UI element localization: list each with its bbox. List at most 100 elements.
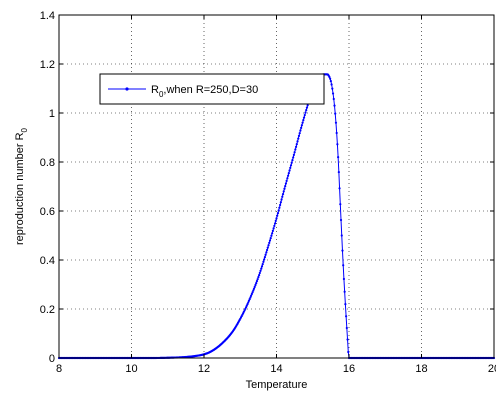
series-marker bbox=[343, 290, 346, 293]
series-marker bbox=[306, 104, 309, 107]
series-marker bbox=[289, 164, 293, 167]
series-marker bbox=[268, 241, 271, 244]
y-tick-label: 0.6 bbox=[40, 206, 55, 218]
series-marker bbox=[257, 276, 260, 279]
series-marker bbox=[259, 269, 262, 272]
legend-label-subscript: 0 bbox=[159, 90, 164, 99]
series-marker bbox=[347, 350, 350, 354]
series-marker bbox=[333, 104, 336, 107]
series-marker bbox=[305, 108, 308, 112]
series-marker bbox=[344, 303, 347, 306]
y-tick-label: 0 bbox=[49, 353, 55, 365]
series-marker bbox=[280, 198, 283, 201]
legend-marker bbox=[125, 87, 129, 91]
series-marker bbox=[263, 258, 266, 261]
series-marker bbox=[256, 278, 259, 281]
legend: R0,when R=250,D=30 bbox=[99, 73, 325, 105]
y-tick-label: 0.2 bbox=[40, 304, 55, 316]
y-axis-title-main: reproduction number R bbox=[14, 132, 26, 245]
series-marker bbox=[282, 190, 285, 193]
axis-ticks: 8 10 12 14 16 18 20 0 0.2 0.4 0.6 0.8 1 1.2 1.4 bbox=[40, 10, 496, 375]
y-tick-label: 1 bbox=[49, 108, 55, 120]
legend-label-rest: ,when R=250,D=30 bbox=[163, 84, 258, 96]
series-marker bbox=[272, 227, 275, 230]
series-marker bbox=[346, 338, 349, 341]
series-marker bbox=[289, 166, 292, 170]
series-marker bbox=[302, 119, 305, 122]
legend-label: R0,when R=250,D=30 bbox=[151, 84, 258, 99]
series-marker bbox=[265, 248, 269, 252]
series-marker bbox=[334, 121, 338, 124]
series-marker bbox=[302, 116, 306, 119]
y-tick-label: 1.2 bbox=[40, 59, 55, 71]
series-marker bbox=[281, 192, 285, 196]
series-marker bbox=[330, 83, 333, 86]
series-marker bbox=[345, 326, 348, 330]
series-marker bbox=[252, 289, 255, 292]
series-marker bbox=[332, 97, 335, 101]
series-marker bbox=[271, 232, 274, 235]
series-marker bbox=[290, 161, 293, 164]
series-marker bbox=[267, 244, 270, 247]
series-marker bbox=[271, 229, 274, 232]
series-marker bbox=[300, 124, 303, 127]
series-marker bbox=[335, 131, 338, 135]
series-marker bbox=[292, 153, 295, 156]
series-marker bbox=[331, 87, 334, 90]
series-marker bbox=[283, 187, 286, 190]
series-marker bbox=[295, 143, 298, 146]
series-marker bbox=[294, 148, 297, 151]
series-marker bbox=[248, 298, 251, 301]
series-marker bbox=[339, 218, 343, 222]
series-marker bbox=[269, 236, 272, 240]
series-marker bbox=[286, 177, 289, 180]
series-marker bbox=[255, 281, 258, 285]
x-tick-label: 8 bbox=[56, 363, 62, 375]
y-tick-label: 1.4 bbox=[40, 10, 55, 22]
series-marker bbox=[276, 214, 279, 217]
series-marker bbox=[281, 195, 284, 198]
x-axis-title: Temperature bbox=[246, 379, 308, 391]
series-marker bbox=[266, 246, 269, 249]
series-marker bbox=[246, 303, 249, 306]
series-marker bbox=[278, 206, 281, 209]
series-marker bbox=[329, 77, 332, 80]
series-marker bbox=[331, 92, 335, 95]
series-marker bbox=[279, 201, 282, 204]
series-marker bbox=[273, 222, 277, 225]
series-marker bbox=[296, 140, 299, 143]
series-marker bbox=[260, 267, 263, 270]
series-marker bbox=[252, 287, 256, 290]
series-marker bbox=[339, 203, 342, 206]
series-marker bbox=[262, 260, 265, 263]
series-marker bbox=[284, 185, 287, 188]
x-tick-label: 14 bbox=[270, 363, 282, 375]
series-marker bbox=[292, 156, 295, 159]
grid-lines bbox=[59, 15, 494, 358]
series-marker bbox=[284, 182, 288, 185]
series-marker bbox=[293, 151, 296, 154]
series-marker bbox=[304, 111, 307, 114]
series-marker bbox=[305, 106, 309, 109]
series-marker bbox=[341, 249, 344, 252]
series-marker bbox=[279, 203, 282, 207]
series-marker bbox=[275, 217, 278, 220]
series-marker bbox=[255, 280, 259, 283]
series-marker bbox=[299, 129, 302, 132]
series-marker bbox=[328, 75, 331, 79]
series-marker bbox=[300, 126, 303, 129]
series-marker bbox=[338, 187, 341, 190]
series-marker bbox=[342, 264, 345, 267]
series-marker bbox=[250, 294, 253, 297]
series-marker bbox=[273, 224, 276, 228]
series-marker bbox=[277, 209, 280, 212]
x-tick-label: 16 bbox=[343, 363, 355, 375]
series-marker bbox=[329, 80, 332, 83]
series-marker bbox=[334, 112, 337, 115]
series-marker bbox=[303, 113, 306, 117]
series-marker bbox=[291, 159, 294, 162]
series-marker bbox=[264, 253, 267, 256]
series-marker bbox=[254, 283, 257, 287]
x-tick-label: 10 bbox=[125, 363, 137, 375]
